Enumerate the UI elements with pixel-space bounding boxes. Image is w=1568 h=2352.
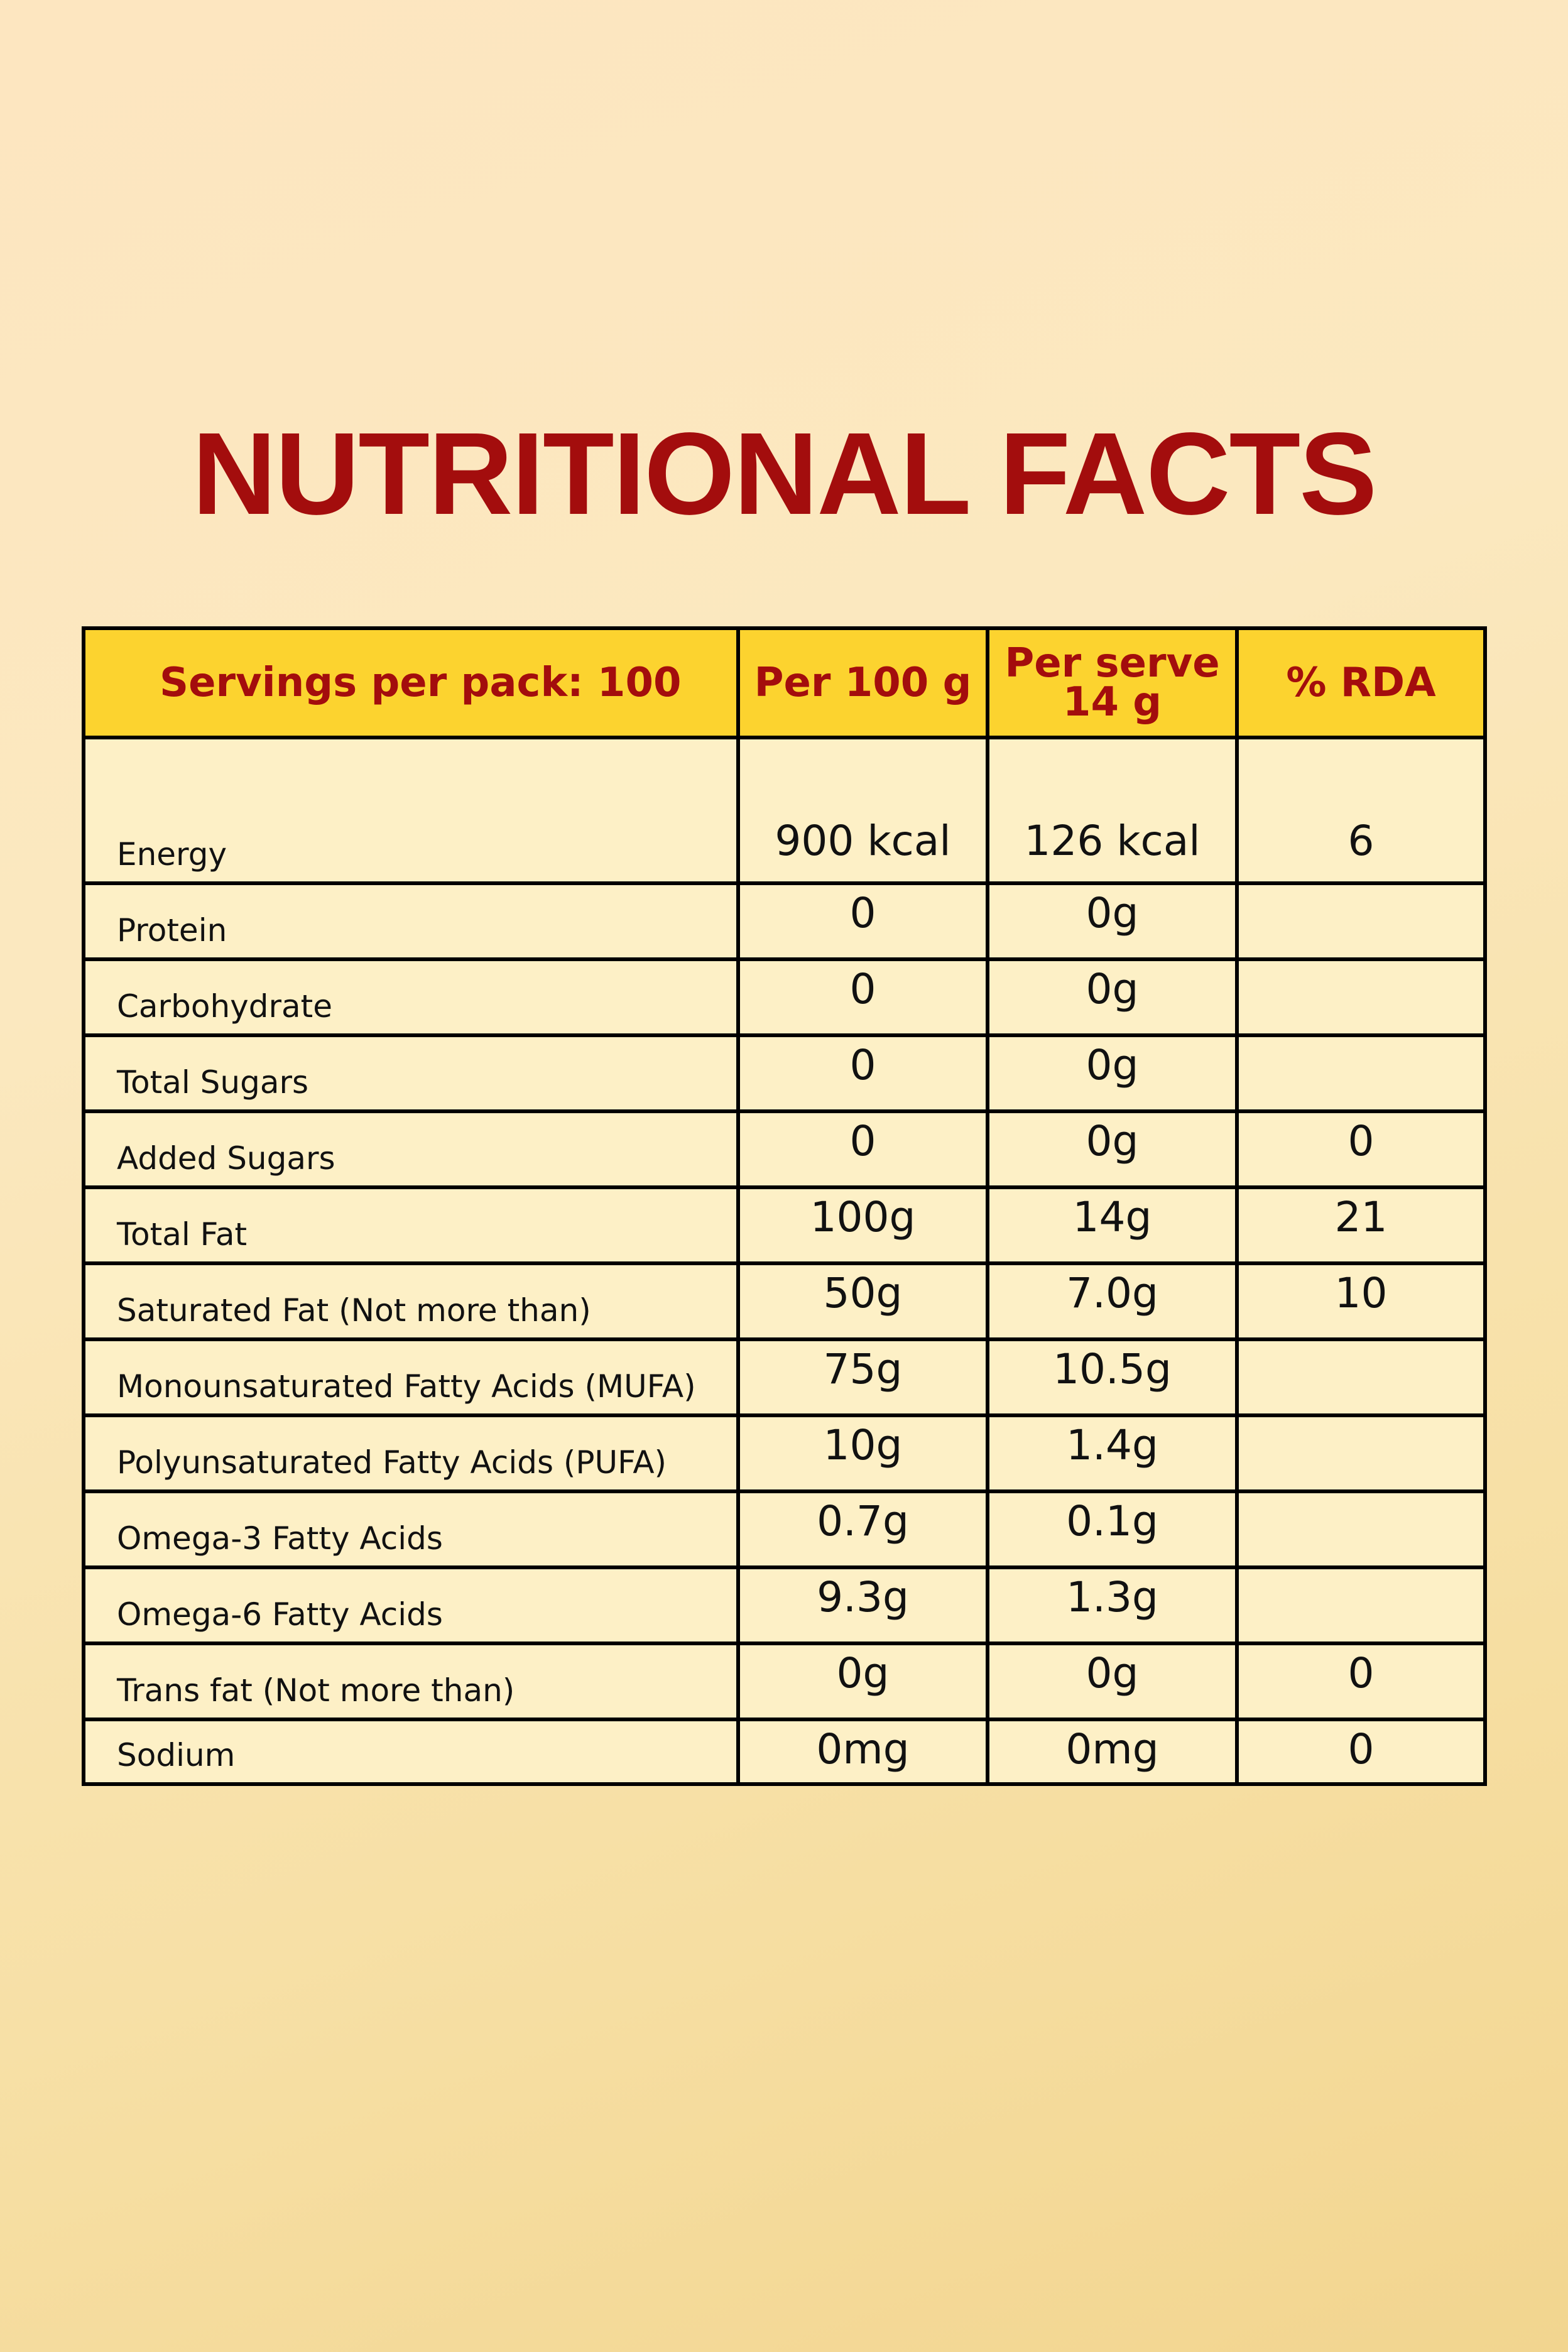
per-serve-value: 0mg	[1065, 1725, 1159, 1773]
rda-value: 0	[1348, 1117, 1375, 1165]
nutrient-label: Sodium	[117, 1737, 236, 1773]
nutrition-table: Servings per pack: 100 Per 100 g Per ser…	[82, 626, 1487, 1786]
rda-value: 21	[1334, 1193, 1388, 1241]
per-100g-value: 9.3g	[817, 1573, 909, 1621]
rda-value: 6	[1348, 817, 1375, 865]
per-100g-value: 100g	[810, 1193, 916, 1241]
table-row: Omega-3 Fatty Acids 0.7g 0.1g	[85, 1493, 1483, 1569]
per-serve-value: 0g	[1086, 889, 1139, 937]
table-row: Omega-6 Fatty Acids 9.3g 1.3g	[85, 1569, 1483, 1645]
nutrient-label: Monounsaturated Fatty Acids (MUFA)	[117, 1368, 696, 1405]
per-serve-value: 0g	[1086, 1041, 1139, 1089]
nutrient-label: Saturated Fat (Not more than)	[117, 1292, 591, 1329]
table-row: Monounsaturated Fatty Acids (MUFA) 75g 1…	[85, 1341, 1483, 1417]
nutrient-label: Added Sugars	[117, 1140, 335, 1177]
header-per-serve-line2: 14 g	[1062, 679, 1162, 726]
nutrient-label: Energy	[117, 836, 227, 873]
per-100g-value: 10g	[823, 1421, 903, 1469]
per-serve-value: 10.5g	[1053, 1345, 1172, 1393]
table-row: Carbohydrate 0 0g	[85, 961, 1483, 1037]
nutrient-label: Omega-3 Fatty Acids	[117, 1520, 443, 1557]
rda-value: 0	[1348, 1649, 1375, 1697]
page-title: NUTRITIONAL FACTS	[192, 409, 1378, 539]
table-row: Saturated Fat (Not more than) 50g 7.0g 1…	[85, 1265, 1483, 1341]
nutrient-label: Omega-6 Fatty Acids	[117, 1596, 443, 1633]
per-100g-value: 75g	[823, 1345, 903, 1393]
rda-value: 0	[1348, 1725, 1375, 1773]
header-per-100g: Per 100 g	[740, 630, 989, 736]
per-100g-value: 0	[849, 1117, 876, 1165]
header-servings: Servings per pack: 100	[85, 630, 740, 736]
nutrient-label: Trans fat (Not more than)	[117, 1672, 515, 1709]
table-header-row: Servings per pack: 100 Per 100 g Per ser…	[85, 630, 1483, 739]
rda-value: 10	[1334, 1269, 1388, 1317]
table-row: Trans fat (Not more than) 0g 0g 0	[85, 1645, 1483, 1721]
per-serve-value: 0g	[1086, 1117, 1139, 1165]
per-100g-value: 0g	[836, 1649, 890, 1697]
table-row: Added Sugars 0 0g 0	[85, 1113, 1483, 1189]
per-100g-value: 0	[849, 889, 876, 937]
nutrient-label: Total Sugars	[117, 1064, 309, 1101]
nutrient-label: Total Fat	[117, 1216, 248, 1253]
table-row: Protein 0 0g	[85, 885, 1483, 961]
header-per-serve: Per serve 14 g	[989, 630, 1239, 736]
per-100g-value: 0	[849, 965, 876, 1013]
per-serve-value: 7.0g	[1066, 1269, 1158, 1317]
header-rda: % RDA	[1286, 660, 1436, 706]
table-row: Polyunsaturated Fatty Acids (PUFA) 10g 1…	[85, 1417, 1483, 1493]
per-100g-value: 50g	[823, 1269, 903, 1317]
per-serve-value: 0g	[1086, 965, 1139, 1013]
per-serve-value: 14g	[1072, 1193, 1152, 1241]
per-100g-value: 0.7g	[817, 1497, 909, 1545]
per-serve-value: 1.4g	[1066, 1421, 1158, 1469]
per-serve-value: 0.1g	[1066, 1497, 1158, 1545]
nutrient-label: Polyunsaturated Fatty Acids (PUFA)	[117, 1444, 667, 1481]
per-serve-value: 1.3g	[1066, 1573, 1158, 1621]
per-100g-value: 0mg	[816, 1725, 910, 1773]
nutrient-label: Protein	[117, 912, 227, 949]
table-row: Total Fat 100g 14g 21	[85, 1189, 1483, 1265]
table-row: Total Sugars 0 0g	[85, 1037, 1483, 1113]
per-serve-value: 126 kcal	[1024, 817, 1200, 865]
per-100g-value: 0	[849, 1041, 876, 1089]
table-row: Energy 900 kcal 126 kcal 6	[85, 739, 1483, 885]
header-per-serve-line1: Per serve	[1004, 640, 1220, 687]
per-100g-value: 900 kcal	[775, 817, 951, 865]
per-serve-value: 0g	[1086, 1649, 1139, 1697]
nutrient-label: Carbohydrate	[117, 988, 333, 1025]
table-row: Sodium 0mg 0mg 0	[85, 1721, 1483, 1782]
